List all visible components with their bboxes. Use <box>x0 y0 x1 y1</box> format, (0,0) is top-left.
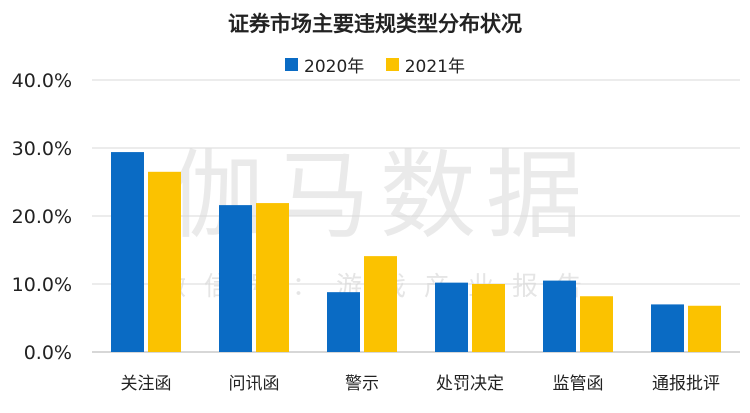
x-tick-label: 监管函 <box>553 374 604 394</box>
x-tick-label: 问讯函 <box>229 374 280 394</box>
bar-2020 <box>435 282 468 352</box>
legend-item-2021: 2021年 <box>385 52 465 77</box>
legend-swatch-2020 <box>285 58 299 71</box>
bar-2021 <box>472 284 505 352</box>
legend-item-2020: 2020年 <box>285 52 364 77</box>
x-tick-label: 处罚决定 <box>436 374 504 394</box>
bar-2020 <box>327 292 360 352</box>
bar-2020 <box>543 280 576 352</box>
chart-legend: 2020年 2021年 <box>0 52 750 77</box>
bar-2021 <box>256 203 289 352</box>
bar-2020 <box>219 205 252 352</box>
bar-2021 <box>688 305 721 352</box>
y-tick-label: 20.0% <box>12 206 72 228</box>
y-tick-label: 10.0% <box>12 274 72 296</box>
chart-title: 证券市场主要违规类型分布状况 <box>228 12 522 36</box>
legend-swatch-2021 <box>385 58 399 71</box>
x-tick-label: 通报批评 <box>652 374 720 394</box>
y-tick-label: 0.0% <box>24 342 72 364</box>
legend-label-2020: 2020年 <box>304 57 365 77</box>
legend-label-2021: 2021年 <box>404 57 465 77</box>
x-tick-label: 警示 <box>345 374 379 394</box>
bar-2020 <box>651 304 684 352</box>
bar-2021 <box>364 256 397 352</box>
y-tick-label: 40.0% <box>12 70 72 92</box>
y-tick-label: 30.0% <box>12 138 72 160</box>
bar-2020 <box>111 152 144 352</box>
x-tick-label: 关注函 <box>121 374 172 394</box>
bar-2021 <box>148 171 181 352</box>
bar-2021 <box>580 296 613 352</box>
